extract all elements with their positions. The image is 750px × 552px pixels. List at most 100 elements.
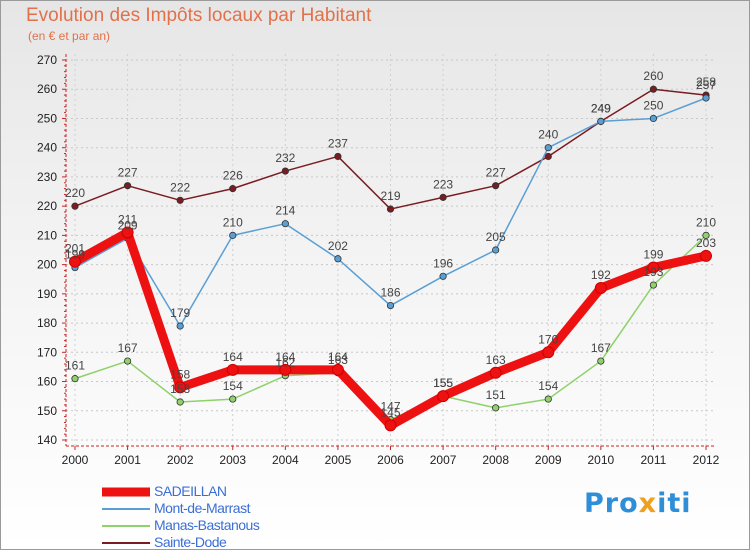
x-tick-label-2002: 2002: [167, 453, 194, 467]
data-label-sadeillan-2012: 203: [696, 236, 716, 250]
legend-item-manas-bastanous[interactable]: Manas-Bastanous: [100, 517, 360, 535]
point-manas-bastanous-2002[interactable]: [176, 398, 184, 406]
point-sadeillan-2005[interactable]: [331, 363, 344, 376]
x-tick-label-2009: 2009: [535, 453, 562, 467]
y-tick-label-260: 260: [37, 82, 57, 96]
data-label-sainte-dode-2005: 237: [328, 136, 348, 150]
point-sadeillan-2011[interactable]: [647, 261, 660, 274]
legend: SADEILLAN Mont-de-Marrast Manas-Bastanou…: [100, 483, 360, 552]
y-tick-label-220: 220: [37, 199, 57, 213]
x-tick-label-2006: 2006: [377, 453, 404, 467]
point-mont-de-marrast-2002[interactable]: [176, 322, 184, 330]
point-sainte-dode-2011[interactable]: [649, 85, 658, 93]
legend-item-sadeillan[interactable]: SADEILLAN: [100, 483, 360, 501]
point-sainte-dode-2002[interactable]: [176, 196, 184, 204]
data-label-manas-bastanous-2010: 167: [591, 341, 611, 355]
point-sadeillan-2002[interactable]: [174, 381, 187, 394]
point-mont-de-marrast-2012[interactable]: [702, 94, 710, 102]
point-mont-de-marrast-2009[interactable]: [544, 144, 552, 152]
x-tick-label-2000: 2000: [62, 453, 89, 467]
point-manas-bastanous-2012[interactable]: [702, 231, 710, 239]
data-label-sainte-dode-2006: 219: [380, 189, 400, 203]
data-label-sainte-dode-2011: 260: [643, 69, 663, 83]
data-label-sainte-dode-2010: 249: [591, 101, 611, 115]
point-mont-de-marrast-2004[interactable]: [281, 220, 289, 228]
point-sadeillan-2007[interactable]: [437, 390, 450, 403]
point-mont-de-marrast-2006[interactable]: [386, 301, 395, 310]
data-label-manas-bastanous-2007: 155: [433, 376, 453, 390]
point-sadeillan-2001[interactable]: [121, 226, 134, 239]
point-mont-de-marrast-2010[interactable]: [597, 117, 605, 125]
point-sadeillan-2006[interactable]: [384, 419, 397, 432]
point-sainte-dode-2005[interactable]: [334, 152, 342, 161]
legend-swatch-sadeillan: [102, 487, 150, 497]
data-label-sadeillan-2001: 211: [118, 212, 137, 226]
point-sainte-dode-2000[interactable]: [71, 202, 79, 210]
x-tick-label-2012: 2012: [693, 453, 720, 467]
data-label-mont-de-marrast-2005: 202: [328, 239, 348, 253]
point-sadeillan-2012[interactable]: [700, 249, 712, 262]
point-sainte-dode-2007[interactable]: [439, 193, 447, 201]
legend-item-mont-de-marrast[interactable]: Mont-de-Marrast: [100, 500, 360, 518]
data-label-manas-bastanous-2000: 161: [65, 359, 85, 373]
point-mont-de-marrast-2008[interactable]: [492, 246, 500, 254]
chart-subtitle: (en € et par an): [28, 29, 111, 43]
point-sadeillan-2003[interactable]: [226, 363, 239, 376]
point-sadeillan-2000[interactable]: [69, 255, 81, 268]
legend-item-sainte-dode[interactable]: Sainte-Dode: [100, 534, 360, 552]
x-tick-label-2001: 2001: [114, 453, 141, 467]
legend-swatch-sainte-dode: [102, 542, 150, 544]
point-manas-bastanous-2010[interactable]: [597, 357, 605, 365]
point-mont-de-marrast-2005[interactable]: [334, 255, 342, 263]
point-manas-bastanous-2011[interactable]: [649, 281, 658, 289]
data-label-sainte-dode-2001: 227: [118, 166, 138, 180]
data-label-mont-de-marrast-2011: 250: [643, 98, 663, 112]
legend-label-manas-bastanous: Manas-Bastanous: [154, 517, 260, 533]
data-label-mont-de-marrast-2000: 199: [65, 248, 85, 262]
x-tick-label-2004: 2004: [272, 453, 299, 467]
data-label-manas-bastanous-2001: 167: [118, 341, 138, 355]
point-manas-bastanous-2003[interactable]: [229, 395, 237, 403]
point-sadeillan-2004[interactable]: [279, 363, 292, 376]
y-tick-label-210: 210: [37, 228, 57, 242]
data-label-sadeillan-2010: 192: [591, 268, 611, 282]
y-tick-label-240: 240: [37, 141, 57, 155]
y-tick-label-270: 270: [37, 53, 57, 67]
data-label-manas-bastanous-2005: 163: [328, 353, 348, 367]
point-manas-bastanous-2008[interactable]: [492, 404, 500, 412]
y-tick-label-230: 230: [37, 170, 57, 184]
data-label-sainte-dode-2012: 258: [696, 75, 716, 89]
point-sainte-dode-2004[interactable]: [281, 167, 289, 175]
data-label-mont-de-marrast-2002: 179: [170, 306, 190, 320]
data-label-sainte-dode-2004: 232: [275, 151, 295, 165]
point-sadeillan-2010[interactable]: [594, 282, 607, 294]
point-manas-bastanous-2009[interactable]: [544, 395, 552, 403]
point-manas-bastanous-2001[interactable]: [123, 357, 132, 365]
point-sadeillan-2009[interactable]: [542, 346, 555, 359]
data-label-mont-de-marrast-2007: 196: [433, 256, 453, 270]
y-tick-label-250: 250: [37, 111, 57, 125]
point-sainte-dode-2006[interactable]: [386, 205, 395, 213]
point-sainte-dode-2008[interactable]: [492, 182, 500, 190]
data-label-manas-bastanous-2006: 147: [380, 400, 400, 414]
point-sainte-dode-2009[interactable]: [544, 152, 552, 161]
point-sainte-dode-2003[interactable]: [229, 185, 237, 193]
point-mont-de-marrast-2003[interactable]: [229, 231, 237, 239]
point-mont-de-marrast-2007[interactable]: [439, 272, 447, 280]
point-sadeillan-2008[interactable]: [489, 366, 502, 379]
data-label-sadeillan-2000: 201: [65, 242, 85, 256]
x-tick-label-2007: 2007: [430, 453, 457, 467]
point-sainte-dode-2001[interactable]: [123, 182, 132, 190]
data-label-manas-bastanous-2003: 154: [223, 379, 243, 393]
data-label-sainte-dode-2007: 223: [433, 177, 453, 191]
x-tick-label-2008: 2008: [482, 453, 509, 467]
point-manas-bastanous-2000[interactable]: [71, 375, 79, 383]
legend-label-sainte-dode: Sainte-Dode: [154, 534, 227, 550]
data-label-mont-de-marrast-2012: 257: [696, 78, 716, 92]
data-label-sainte-dode-2003: 226: [223, 169, 243, 183]
point-mont-de-marrast-2011[interactable]: [649, 114, 658, 123]
data-label-mont-de-marrast-2009: 240: [538, 128, 558, 142]
data-label-sadeillan-2005: 164: [328, 350, 348, 364]
